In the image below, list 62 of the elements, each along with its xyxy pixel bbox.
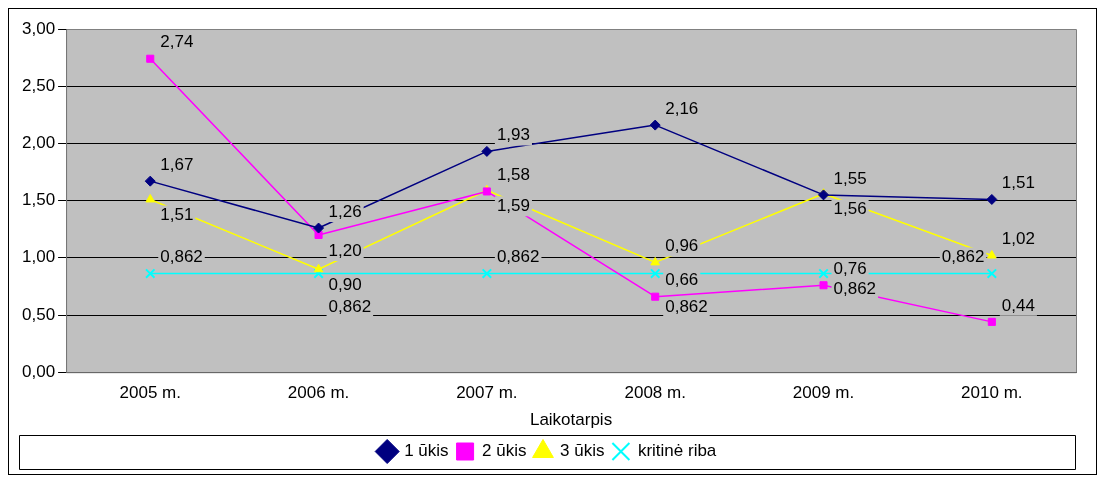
data-label: 1,93 (496, 125, 530, 145)
point (313, 268, 324, 279)
point (986, 268, 998, 279)
data-label: 1,67 (160, 154, 194, 174)
y-tick-label: 0,00 (21, 361, 56, 381)
data-label: 1,58 (496, 165, 530, 185)
data-label: 0,862 (833, 279, 877, 299)
y-tick-label: 1,50 (21, 190, 56, 210)
point (145, 193, 156, 203)
point (313, 222, 325, 234)
x-tick-label: 2007 m. (456, 383, 518, 403)
data-label: 0,44 (1001, 295, 1035, 315)
legend-label: kritinė riba (637, 441, 717, 461)
y-tick-label: 2,00 (21, 133, 56, 153)
legend-label: 3 ūkis (560, 441, 605, 461)
data-label: 1,59 (496, 195, 530, 215)
point (144, 175, 156, 187)
data-label: 1,55 (833, 168, 867, 188)
x-axis-title: Laikotarpis (529, 410, 613, 430)
x-tick-label: 2009 m. (792, 383, 855, 403)
point (145, 268, 156, 279)
point (146, 54, 155, 63)
data-label: 0,90 (328, 274, 362, 294)
data-label: 1,56 (833, 199, 867, 219)
point (481, 268, 493, 279)
point (649, 268, 661, 279)
data-label: 0,862 (665, 297, 708, 317)
point (651, 292, 660, 301)
legend-label: 1 ūkis (404, 441, 449, 461)
point (818, 189, 830, 201)
data-label: 2,74 (160, 32, 194, 52)
point (818, 268, 829, 279)
data-label: 2,16 (665, 98, 699, 118)
data-label: 0,76 (833, 258, 867, 278)
x-tick-label: 2006 m. (287, 383, 350, 403)
x-tick-label: 2005 m. (119, 383, 181, 403)
point (650, 256, 661, 266)
y-tick-label: 2,50 (21, 75, 56, 95)
point (313, 263, 324, 273)
y-tick-label: 0,50 (21, 304, 56, 324)
data-label: 1,02 (1001, 229, 1035, 249)
point (481, 145, 493, 157)
data-label: 1,51 (160, 205, 194, 225)
data-label: 0,862 (328, 297, 372, 317)
point (819, 281, 828, 290)
data-label: 0,862 (496, 247, 540, 267)
data-label: 0,66 (665, 270, 699, 290)
y-tick-label: 3,00 (21, 18, 56, 38)
point (986, 193, 998, 205)
data-label: 1,51 (1001, 173, 1035, 193)
data-label: 1,26 (328, 201, 362, 221)
point (987, 317, 996, 326)
x-tick-label: 2008 m. (624, 383, 686, 403)
x-tick-label: 2010 m. (961, 383, 1023, 403)
data-label: 0,862 (941, 247, 985, 267)
data-label: 1,20 (328, 240, 362, 260)
legend-label: 2 ūkis (482, 441, 527, 461)
point (649, 119, 661, 131)
data-label: 0,96 (665, 236, 699, 256)
data-label: 0,862 (160, 247, 203, 267)
y-tick-label: 1,00 (21, 247, 56, 267)
point (987, 250, 997, 259)
